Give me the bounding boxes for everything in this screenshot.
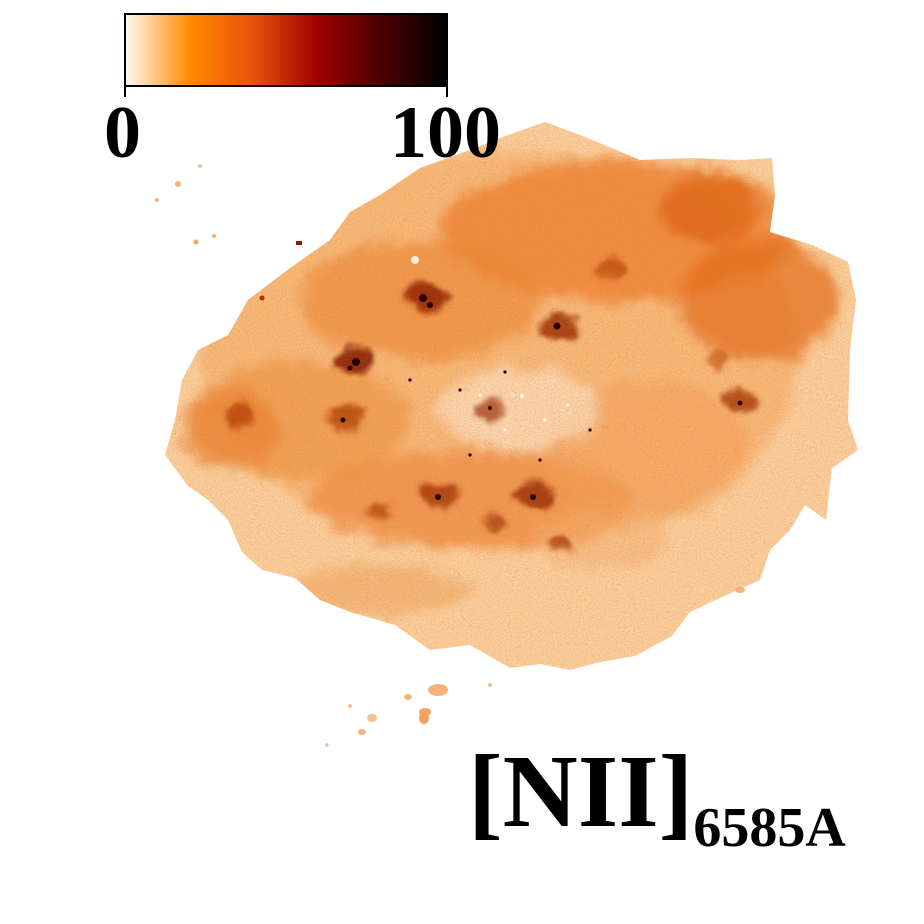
dark-knots: [340, 294, 743, 500]
emission-line-wavelength: 6585A: [693, 797, 846, 859]
emission-line-name: [NII]: [468, 734, 694, 849]
bright-speckles: [411, 256, 570, 432]
colorbar-tick-min: [124, 87, 126, 97]
outlying-fragments: [155, 164, 745, 747]
nebula-body: [165, 122, 858, 670]
colorbar-tick-max: [446, 87, 448, 97]
colorbar-min-label: 0: [104, 92, 141, 174]
emission-line-label: [NII]6585A: [468, 740, 846, 857]
colorbar-max-label: 100: [390, 92, 501, 174]
colorbar: [124, 13, 448, 87]
